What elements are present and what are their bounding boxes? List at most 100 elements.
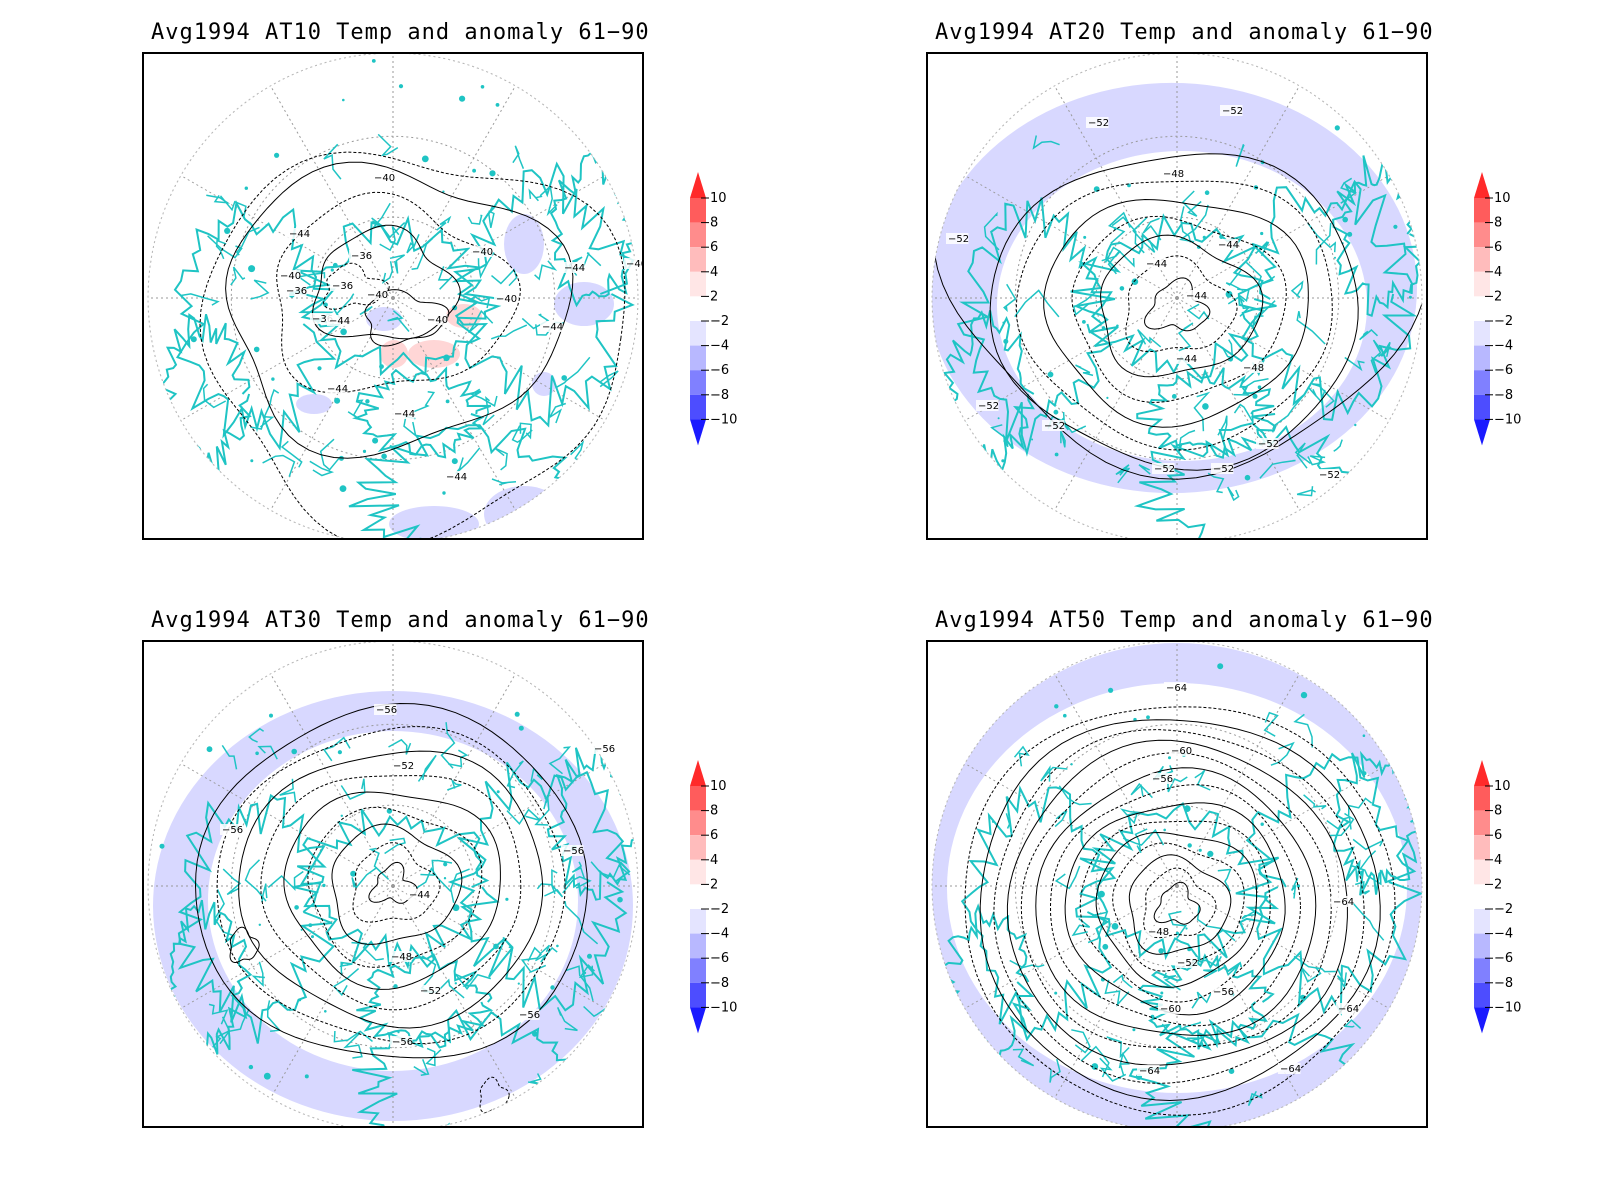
colorbar-tick-label: −8: [710, 388, 729, 403]
anomaly-colorbar: 10 8 6 4 2 −2 −4 −6 −8 −10: [1474, 172, 1521, 446]
isotherm: [331, 823, 463, 945]
isotherm: [199, 151, 626, 538]
contour-label: −52: [393, 761, 414, 772]
isotherm: [1015, 180, 1333, 451]
colorbar-tick-label: 6: [1494, 240, 1502, 255]
colorbar-arrow-top: [690, 172, 706, 198]
contour-label: −56: [519, 1010, 540, 1021]
contour-label: −44: [542, 322, 563, 333]
contour-label: −52: [1222, 106, 1243, 117]
isotherms: [199, 151, 626, 538]
anomaly-patch: [504, 214, 544, 274]
colorbar-arrow-bottom: [1474, 419, 1490, 446]
colorbar-segment: [690, 810, 706, 836]
colorbar-segment: [690, 296, 706, 321]
colorbar-arrow-top: [690, 760, 706, 786]
colorbar-tick-label: −4: [1494, 339, 1513, 354]
contour-label: −40: [280, 271, 301, 282]
contour-label: −44: [1186, 291, 1207, 302]
colorbar-tick-label: 4: [1494, 853, 1502, 868]
contour-label: −44: [327, 384, 348, 395]
coastlines: [153, 711, 638, 1126]
colorbar-tick-label: −6: [1494, 363, 1513, 378]
colorbar-tick-label: 6: [710, 240, 718, 255]
colorbar-tick-label: −2: [710, 314, 729, 329]
contour-label: −60: [1160, 1004, 1181, 1015]
contour-label: −52: [420, 986, 441, 997]
isotherm: [364, 289, 450, 347]
contour-label: −44: [1146, 259, 1167, 270]
colorbar-segment: [1474, 786, 1490, 811]
isotherm: [1153, 881, 1201, 925]
colorbar-segment: [690, 982, 706, 1008]
contour-label: −64: [1333, 897, 1354, 908]
isotherm: [352, 842, 441, 923]
isotherms: [964, 706, 1396, 1116]
colorbar-segment: [1474, 810, 1490, 836]
map-svg: −40−44−36−36−40−36−36−40−40−44−44−40−40−…: [147, 54, 642, 538]
colorbar-segment: [690, 345, 706, 371]
colorbar-tick-label: −8: [710, 976, 729, 991]
colorbar-segment: [690, 909, 706, 934]
contour-label: −44: [1218, 240, 1239, 251]
colorbar-segment: [690, 198, 706, 223]
colorbar-segment: [1474, 296, 1490, 321]
isotherm: [1049, 784, 1301, 1027]
colorbar-segment: [1474, 394, 1490, 420]
colorbar-segment: [690, 933, 706, 959]
colorbar-arrow-top: [1474, 172, 1490, 198]
colorbar-tick-label: 2: [1494, 289, 1502, 304]
colorbar-tick-label: 10: [1494, 779, 1511, 794]
colorbar-segment: [1474, 958, 1490, 983]
contour-label: −48: [391, 952, 412, 963]
colorbar-segment: [690, 786, 706, 811]
colorbar-segment: [1474, 909, 1490, 934]
anomaly-patch: [296, 394, 332, 414]
colorbar-segment: [690, 394, 706, 420]
colorbar-segment: [690, 884, 706, 909]
colorbar-segment: [1474, 370, 1490, 395]
colorbar-tick-label: −2: [1494, 902, 1513, 917]
isotherm: [1125, 255, 1238, 353]
anomaly-patch: [380, 340, 408, 368]
map-boundary: [931, 54, 1423, 538]
contour-label: −36: [332, 281, 353, 292]
colorbar-segment: [1474, 933, 1490, 959]
contour-label: −56: [1213, 987, 1234, 998]
contour-label: −56: [392, 1037, 413, 1048]
colorbar-tick-label: −6: [1494, 951, 1513, 966]
isotherm: [1035, 767, 1317, 1036]
colorbar-tick-label: −10: [710, 1000, 737, 1015]
isotherm: [1128, 854, 1232, 955]
contour-label: −44: [446, 472, 467, 483]
anomaly-patch: [389, 506, 479, 538]
polar-map: −64 −60 −56 −64 −48 −52 −56 −60 −64 −64 −64: [926, 640, 1428, 1128]
isotherm: [1112, 842, 1245, 972]
coastlines: [939, 663, 1422, 1126]
contour-label: −56: [563, 846, 584, 857]
contour-label: −36: [351, 251, 372, 262]
isotherm: [368, 861, 418, 904]
isotherm: [283, 791, 501, 990]
colorbar-tick-label: 8: [1494, 804, 1502, 819]
map-boundary: [147, 54, 639, 538]
colorbar-segment: [690, 247, 706, 272]
colorbar-segment: [1474, 884, 1490, 909]
contour-label: −40: [367, 290, 388, 301]
colorbar-tick-label: −6: [710, 363, 729, 378]
isotherm: [322, 262, 390, 310]
colorbar-segment: [1474, 222, 1490, 248]
contour-label: −64: [1139, 1066, 1160, 1077]
contour-label: −52: [1213, 464, 1234, 475]
colorbar-tick-label: −10: [1494, 412, 1521, 427]
polar-map: −56 −56 −52 −56 −56 −44 −48 −52 −56 −56: [142, 640, 644, 1128]
colorbar-tick-label: 6: [710, 828, 718, 843]
contour-label: −52: [1319, 470, 1340, 481]
isotherm: [229, 926, 260, 963]
colorbar-tick-label: 10: [710, 779, 727, 794]
colorbar-segment: [1474, 321, 1490, 346]
colorbar-tick-label: 4: [710, 265, 718, 280]
colorbar-tick-label: 8: [710, 216, 718, 231]
contour-label: −48: [1148, 927, 1169, 938]
panel-title: Avg1994 AT30 Temp and anomaly 61−90: [151, 608, 650, 633]
